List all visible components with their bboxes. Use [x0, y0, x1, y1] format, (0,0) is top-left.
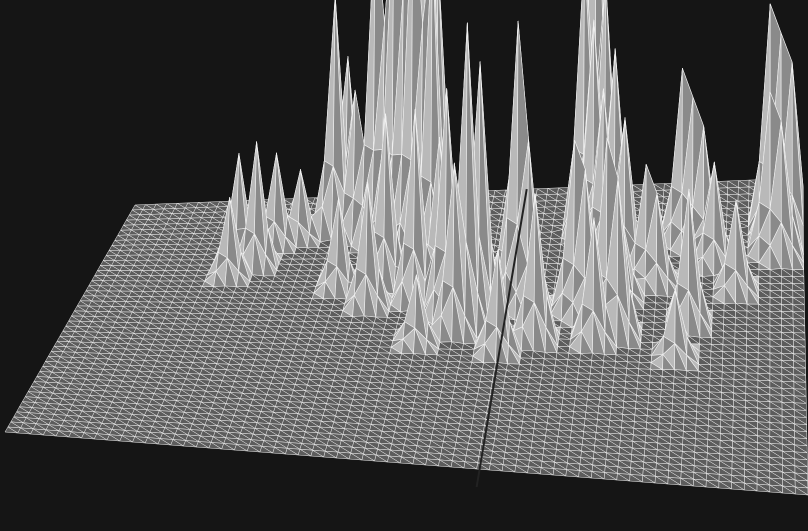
mesh-facet	[332, 0, 345, 193]
mesh-facet	[573, 0, 585, 155]
surface-mesh	[4, 0, 808, 496]
mesh-facet	[506, 20, 519, 225]
mesh-facet	[671, 68, 683, 194]
